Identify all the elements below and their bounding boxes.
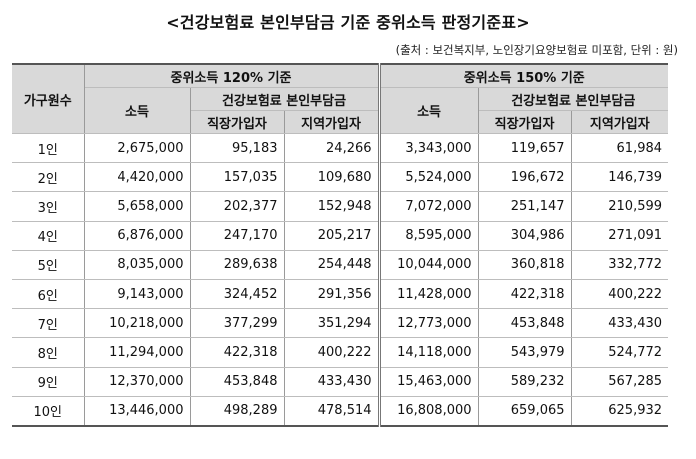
workplace-120-cell: 377,299 xyxy=(189,308,285,339)
header-income-150: 소득 xyxy=(377,87,479,134)
income-120-cell: 13,446,000 xyxy=(83,395,191,427)
income-120-cell: 6,876,000 xyxy=(83,220,191,251)
household-size: 2인 xyxy=(12,162,85,193)
income-120-cell: 9,143,000 xyxy=(83,278,191,310)
income-120-cell: 10,218,000 xyxy=(83,308,191,339)
regional-120-cell: 478,514 xyxy=(283,395,380,427)
source-note: (출처 : 보건복지부, 노인장기요양보험료 미포함, 단위 : 원) xyxy=(395,43,678,57)
household-size: 3인 xyxy=(12,191,85,222)
header-workplace-120: 직장가입자 xyxy=(189,110,285,134)
regional-150-cell: 400,222 xyxy=(570,278,669,310)
table-row: 10인 13,446,000 498,289 478,514 16,808,00… xyxy=(12,395,669,427)
regional-150-cell: 567,285 xyxy=(570,366,669,397)
household-size: 1인 xyxy=(12,132,85,164)
income-120-cell: 4,420,000 xyxy=(83,162,191,193)
workplace-150-cell: 453,848 xyxy=(477,308,572,339)
table-row: 4인 6,876,000 247,170 205,217 8,595,000 3… xyxy=(12,220,669,251)
header-regional-150: 지역가입자 xyxy=(570,110,669,134)
workplace-120-cell: 422,318 xyxy=(189,337,285,368)
workplace-120-cell: 289,638 xyxy=(189,249,285,280)
income-120-cell: 5,658,000 xyxy=(83,191,191,222)
workplace-150-cell: 360,818 xyxy=(477,249,572,280)
workplace-150-cell: 119,657 xyxy=(477,132,572,164)
header-premium-120: 건강보험료 본인부담금 xyxy=(189,87,380,111)
workplace-150-cell: 422,318 xyxy=(477,278,572,310)
household-size: 6인 xyxy=(12,278,85,310)
header-income-120: 소득 xyxy=(83,87,191,134)
household-size: 8인 xyxy=(12,337,85,368)
regional-150-cell: 625,932 xyxy=(570,395,669,427)
page-title: <건강보험료 본인부담금 기준 중위소득 판정기준표> xyxy=(166,13,530,32)
criteria-table: 가구원수 중위소득 120% 기준 중위소득 150% 기준 소득 건강보험료 … xyxy=(12,63,669,427)
workplace-150-cell: 589,232 xyxy=(477,366,572,397)
table-row: 5인 8,035,000 289,638 254,448 10,044,000 … xyxy=(12,249,669,280)
workplace-120-cell: 498,289 xyxy=(189,395,285,427)
regional-120-cell: 205,217 xyxy=(283,220,380,251)
header-regional-120: 지역가입자 xyxy=(283,110,380,134)
household-size: 5인 xyxy=(12,249,85,280)
workplace-150-cell: 304,986 xyxy=(477,220,572,251)
household-size: 10인 xyxy=(12,395,85,427)
workplace-120-cell: 202,377 xyxy=(189,191,285,222)
workplace-150-cell: 251,147 xyxy=(477,191,572,222)
regional-150-cell: 146,739 xyxy=(570,162,669,193)
header-premium-150: 건강보험료 본인부담금 xyxy=(477,87,669,111)
income-120-cell: 2,675,000 xyxy=(83,132,191,164)
regional-150-cell: 61,984 xyxy=(570,132,669,164)
regional-120-cell: 254,448 xyxy=(283,249,380,280)
regional-120-cell: 400,222 xyxy=(283,337,380,368)
workplace-150-cell: 659,065 xyxy=(477,395,572,427)
income-150-cell: 5,524,000 xyxy=(377,162,479,193)
regional-120-cell: 291,356 xyxy=(283,278,380,310)
household-size: 4인 xyxy=(12,220,85,251)
header-workplace-150: 직장가입자 xyxy=(477,110,572,134)
table-row: 7인 10,218,000 377,299 351,294 12,773,000… xyxy=(12,308,669,339)
income-150-cell: 3,343,000 xyxy=(377,132,479,164)
income-150-cell: 14,118,000 xyxy=(377,337,479,368)
income-120-cell: 8,035,000 xyxy=(83,249,191,280)
income-150-cell: 12,773,000 xyxy=(377,308,479,339)
workplace-150-cell: 543,979 xyxy=(477,337,572,368)
table-row: 1인 2,675,000 95,183 24,266 3,343,000 119… xyxy=(12,132,669,164)
income-150-cell: 7,072,000 xyxy=(377,191,479,222)
workplace-150-cell: 196,672 xyxy=(477,162,572,193)
income-150-cell: 15,463,000 xyxy=(377,366,479,397)
header-group-120: 중위소득 120% 기준 xyxy=(83,63,380,88)
regional-120-cell: 152,948 xyxy=(283,191,380,222)
income-120-cell: 11,294,000 xyxy=(83,337,191,368)
regional-120-cell: 433,430 xyxy=(283,366,380,397)
table-row: 9인 12,370,000 453,848 433,430 15,463,000… xyxy=(12,366,669,397)
regional-120-cell: 24,266 xyxy=(283,132,380,164)
household-size: 7인 xyxy=(12,308,85,339)
table-row: 2인 4,420,000 157,035 109,680 5,524,000 1… xyxy=(12,162,669,193)
workplace-120-cell: 247,170 xyxy=(189,220,285,251)
household-size: 9인 xyxy=(12,366,85,397)
regional-150-cell: 271,091 xyxy=(570,220,669,251)
workplace-120-cell: 95,183 xyxy=(189,132,285,164)
regional-150-cell: 524,772 xyxy=(570,337,669,368)
table-row: 8인 11,294,000 422,318 400,222 14,118,000… xyxy=(12,337,669,368)
income-150-cell: 11,428,000 xyxy=(377,278,479,310)
regional-120-cell: 351,294 xyxy=(283,308,380,339)
workplace-120-cell: 324,452 xyxy=(189,278,285,310)
table-row: 3인 5,658,000 202,377 152,948 7,072,000 2… xyxy=(12,191,669,222)
income-150-cell: 8,595,000 xyxy=(377,220,479,251)
workplace-120-cell: 157,035 xyxy=(189,162,285,193)
regional-120-cell: 109,680 xyxy=(283,162,380,193)
income-150-cell: 16,808,000 xyxy=(377,395,479,427)
table-row: 6인 9,143,000 324,452 291,356 11,428,000 … xyxy=(12,278,669,310)
header-group-150: 중위소득 150% 기준 xyxy=(377,63,669,88)
regional-150-cell: 433,430 xyxy=(570,308,669,339)
regional-150-cell: 332,772 xyxy=(570,249,669,280)
income-150-cell: 10,044,000 xyxy=(377,249,479,280)
income-120-cell: 12,370,000 xyxy=(83,366,191,397)
regional-150-cell: 210,599 xyxy=(570,191,669,222)
workplace-120-cell: 453,848 xyxy=(189,366,285,397)
header-household: 가구원수 xyxy=(12,63,85,134)
